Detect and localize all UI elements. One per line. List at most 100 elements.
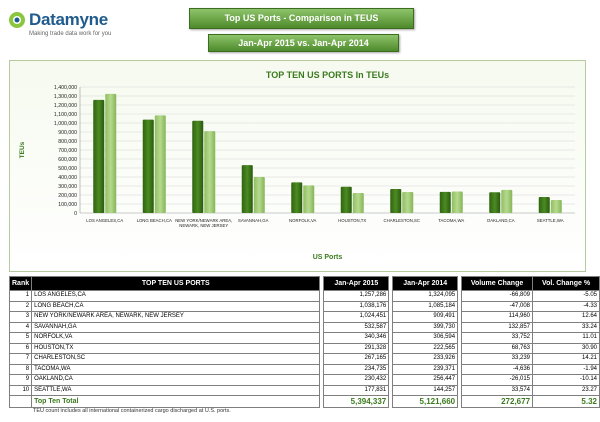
report-title: Top US Ports - Comparison in TEUS <box>189 8 414 29</box>
pct-change-cell: 23.27 <box>532 384 600 396</box>
table-row: 10 SEATTLE,WA 177,831 144,257 33,574 23.27 <box>8 384 600 396</box>
bar-2015 <box>538 196 550 213</box>
rank-cell: 2 <box>8 300 33 312</box>
bar-2014 <box>303 185 315 213</box>
x-tick-label: TACOMA,WA <box>438 218 464 223</box>
pct-change-cell: -4.33 <box>532 300 600 312</box>
table-header-row: Rank TOP TEN US PORTS Jan-Apr 2015 Jan-A… <box>8 276 600 291</box>
teu-2015-cell: 234,735 <box>323 363 390 375</box>
port-name-cell: OAKLAND,CA <box>31 374 321 386</box>
teu-2014-cell: 256,447 <box>392 374 459 386</box>
bar-2015 <box>390 188 402 213</box>
x-tick-label: NEW YORK/NEWARK AREA, NEWARK, NEW JERSEY <box>175 218 232 228</box>
pct-change-cell: 12.64 <box>532 311 600 323</box>
teu-2015-cell: 267,165 <box>323 353 390 365</box>
datamyne-logo: Datamyne Making trade data work for you <box>8 10 138 40</box>
table-row: 9 OAKLAND,CA 230,432 256,447 -26,015 -10.14 <box>8 374 600 386</box>
col-pct-change-header: Vol. Change % <box>532 276 600 291</box>
rank-cell: 8 <box>8 363 33 375</box>
volume-change-cell: 132,857 <box>461 321 534 333</box>
col-volume-change-header: Volume Change <box>461 276 534 291</box>
teu-2015-cell: 230,432 <box>323 374 390 386</box>
y-tick-label: 300,000 <box>58 184 77 190</box>
x-tick-label: SEATTLE,WA <box>537 218 564 223</box>
total-pct-change: 5.32 <box>532 395 600 408</box>
col-2015-header: Jan-Apr 2015 <box>323 276 390 291</box>
rank-cell: 4 <box>8 321 33 333</box>
pct-change-cell: -10.14 <box>532 374 600 386</box>
port-name-cell: LOS ANGELES,CA <box>31 290 321 302</box>
bar-2015 <box>439 191 451 213</box>
bar-2014 <box>253 177 265 213</box>
chart-panel: TOP TEN US PORTS In TEUs 0 100,000 200,000 3… <box>9 60 586 272</box>
bar-2015 <box>340 186 352 213</box>
datamyne-logo-icon <box>9 12 25 28</box>
volume-change-cell: 33,574 <box>461 384 534 396</box>
teu-2014-cell: 1,324,095 <box>392 290 459 302</box>
rank-cell: 5 <box>8 332 33 344</box>
teu-2015-cell: 1,257,286 <box>323 290 390 302</box>
bar-2014 <box>402 191 414 213</box>
x-tick-label: LOS ANGELES,CA <box>86 218 123 223</box>
col-2014-header: Jan-Apr 2014 <box>392 276 459 291</box>
rank-cell: 1 <box>8 290 33 302</box>
rank-cell: 6 <box>8 342 33 354</box>
logo-name: Datamyne <box>29 10 108 29</box>
bar-2014 <box>352 192 364 213</box>
port-name-cell: LONG BEACH,CA <box>31 300 321 312</box>
x-tick-label: CHARLESTON,SC <box>384 218 420 223</box>
y-tick-label: 900,000 <box>58 130 77 136</box>
teu-2015-cell: 291,328 <box>323 342 390 354</box>
teu-2014-cell: 1,085,184 <box>392 300 459 312</box>
volume-change-cell: -66,809 <box>461 290 534 302</box>
logo-tagline: Making trade data work for you <box>29 31 112 37</box>
teu-2015-cell: 532,587 <box>323 321 390 333</box>
y-tick-label: 0 <box>74 211 77 217</box>
teu-2015-cell: 340,346 <box>323 332 390 344</box>
bar-2014 <box>550 200 562 213</box>
teu-2014-cell: 239,371 <box>392 363 459 375</box>
teu-2014-cell: 306,594 <box>392 332 459 344</box>
col-rank-header: Rank <box>8 276 33 291</box>
volume-change-cell: 33,752 <box>461 332 534 344</box>
table-body: 1 LOS ANGELES,CA 1,257,286 1,324,095 -66,809… <box>8 290 600 408</box>
chart-title: TOP TEN US PORTS In TEUs <box>266 70 389 80</box>
port-name-cell: TACOMA,WA <box>31 363 321 375</box>
table-row: 7 CHARLESTON,SC 267,165 233,926 33,239 14.21 <box>8 353 600 365</box>
bar-2014 <box>501 189 513 213</box>
x-tick-label: SAVANNAH,GA <box>238 218 269 223</box>
table-row: 6 HOUSTON,TX 291,328 222,565 68,763 30.90 <box>8 342 600 354</box>
y-tick-label: 1,300,000 <box>54 94 77 100</box>
x-tick-label: LONG BEACH,CA <box>137 218 172 223</box>
x-tick-label: OAKLAND,CA <box>487 218 515 223</box>
ports-table: Rank TOP TEN US PORTS Jan-Apr 2015 Jan-A… <box>8 276 600 408</box>
table-row: 8 TACOMA,WA 234,735 239,371 -4,636 -1.94 <box>8 363 600 375</box>
y-tick-label: 600,000 <box>58 157 77 163</box>
pct-change-cell: 33.24 <box>532 321 600 333</box>
port-name-cell: SEATTLE,WA <box>31 384 321 396</box>
rank-cell: 10 <box>8 384 33 396</box>
volume-change-cell: -4,636 <box>461 363 534 375</box>
total-volume-change: 272,677 <box>461 395 534 408</box>
teu-2015-cell: 1,038,176 <box>323 300 390 312</box>
bar-2014 <box>105 93 117 213</box>
table-row: 4 SAVANNAH,GA 532,587 399,730 132,857 33.24 <box>8 321 600 333</box>
rank-cell: 3 <box>8 311 33 323</box>
teu-2015-cell: 177,831 <box>323 384 390 396</box>
y-tick-label: 400,000 <box>58 175 77 181</box>
table-row: 1 LOS ANGELES,CA 1,257,286 1,324,095 -66,809… <box>8 290 600 302</box>
x-axis-label: US Ports <box>313 254 343 261</box>
y-tick-label: 800,000 <box>58 139 77 145</box>
total-2014: 5,121,660 <box>392 395 459 408</box>
bar-2015 <box>291 182 303 213</box>
total-row: Top Ten Total 5,394,337 5,121,660 272,677 5.… <box>8 395 600 408</box>
y-tick-label: 700,000 <box>58 148 77 154</box>
report-period: Jan-Apr 2015 vs. Jan-Apr 2014 <box>208 34 399 52</box>
x-tick-label: HOUSTON,TX <box>338 218 366 223</box>
y-tick-label: 1,200,000 <box>54 103 77 109</box>
y-tick-label: 1,400,000 <box>54 85 77 91</box>
rank-cell: 7 <box>8 353 33 365</box>
rank-cell: 9 <box>8 374 33 386</box>
pct-change-cell: 30.90 <box>532 342 600 354</box>
volume-change-cell: 33,239 <box>461 353 534 365</box>
